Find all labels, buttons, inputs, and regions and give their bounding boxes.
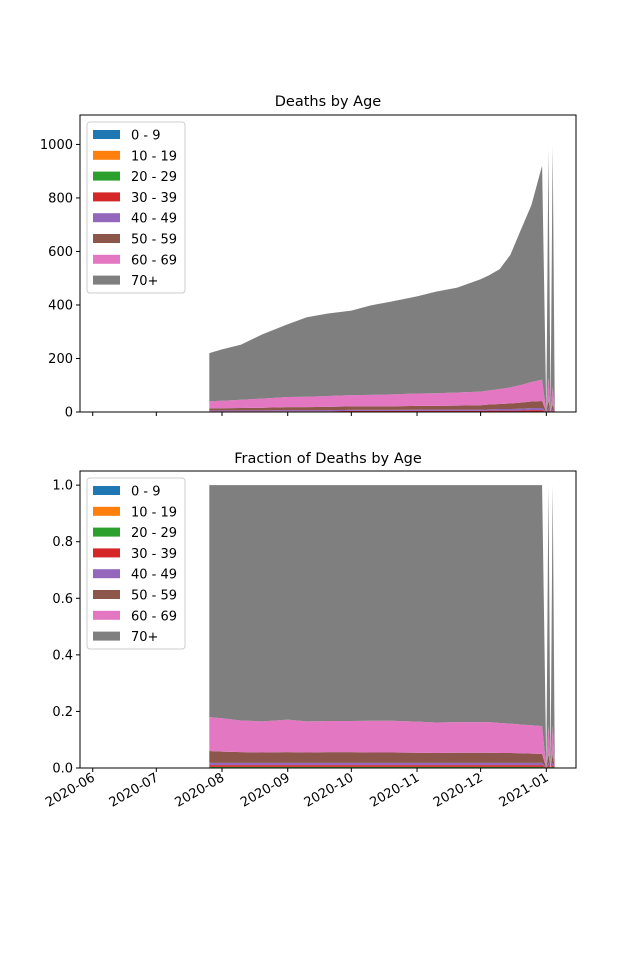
legend: 0 - 9 10 - 19 20 - 29 30 - 39 40 - 49 50 - 59… bbox=[86, 121, 186, 294]
y-tick-label: 0.6 bbox=[52, 592, 73, 607]
legend: 0 - 9 10 - 19 20 - 29 30 - 39 40 - 49 50 - 59… bbox=[86, 477, 186, 650]
area-series-4 bbox=[209, 765, 555, 768]
y-tick-label: 600 bbox=[48, 245, 73, 260]
legend-label: 10 - 19 bbox=[131, 505, 177, 520]
y-tick-label: 400 bbox=[48, 298, 73, 313]
legend-label: 10 - 19 bbox=[131, 149, 177, 164]
chart-fraction-of-deaths-by-age: Fraction of Deaths by Age 0.0 0.2 0.4 0.6 0.… bbox=[43, 451, 577, 811]
legend-label: 30 - 39 bbox=[131, 547, 177, 562]
legend-label: 60 - 69 bbox=[131, 609, 177, 624]
legend-swatch bbox=[93, 213, 120, 223]
plot-frame bbox=[79, 470, 577, 769]
area-series-5 bbox=[209, 762, 555, 768]
chart-deaths-by-age: Deaths by Age 0 200 400 600 800 1000 0 - 9 10 … bbox=[40, 94, 577, 421]
axes: 0 200 400 600 800 1000 bbox=[40, 138, 547, 421]
legend-label: 70+ bbox=[131, 274, 158, 289]
area-series-5 bbox=[209, 407, 555, 412]
legend-label: 40 - 49 bbox=[131, 568, 177, 583]
legend-label: 60 - 69 bbox=[131, 253, 177, 268]
plot-frame bbox=[79, 114, 577, 413]
legend-swatch bbox=[93, 569, 120, 579]
chart-title: Deaths by Age bbox=[275, 94, 382, 110]
legend-swatch bbox=[93, 192, 120, 202]
area-series-8 bbox=[209, 485, 555, 768]
legend-swatch bbox=[93, 590, 120, 599]
y-tick-label: 0.2 bbox=[52, 705, 73, 720]
legend-swatch bbox=[93, 171, 120, 181]
legend-label: 50 - 59 bbox=[131, 233, 177, 248]
y-tick-label: 0.8 bbox=[52, 535, 73, 550]
legend-label: 20 - 29 bbox=[131, 170, 177, 185]
legend-swatch bbox=[93, 130, 120, 139]
legend-swatch bbox=[93, 275, 120, 285]
legend-label: 70+ bbox=[131, 630, 158, 645]
y-tick-label: 800 bbox=[48, 191, 73, 206]
y-tick-label: 200 bbox=[48, 352, 73, 367]
legend-swatch bbox=[93, 150, 120, 160]
area-series-6 bbox=[209, 400, 555, 412]
legend-swatch bbox=[93, 548, 120, 558]
y-tick-label: 1000 bbox=[40, 138, 73, 153]
legend-box bbox=[86, 477, 186, 650]
legend-swatch bbox=[93, 486, 120, 495]
legend-label: 30 - 39 bbox=[131, 191, 177, 206]
legend-swatch bbox=[93, 254, 120, 264]
legend-swatch bbox=[93, 610, 120, 620]
chart-title: Fraction of Deaths by Age bbox=[234, 451, 422, 467]
legend-label: 50 - 59 bbox=[131, 589, 177, 604]
legend-swatch bbox=[93, 631, 120, 641]
y-tick-label: 0.0 bbox=[52, 762, 73, 777]
area-series-6 bbox=[209, 751, 555, 768]
legend-label: 0 - 9 bbox=[131, 129, 161, 144]
stacked-areas bbox=[209, 485, 555, 768]
legend-swatch bbox=[93, 234, 120, 243]
y-tick-label: 0 bbox=[65, 406, 73, 421]
legend-label: 20 - 29 bbox=[131, 526, 177, 541]
y-tick-label: 1.0 bbox=[52, 479, 73, 494]
legend-box bbox=[86, 121, 186, 294]
y-tick-label: 0.4 bbox=[52, 648, 73, 663]
area-series-7 bbox=[209, 717, 555, 768]
legend-label: 0 - 9 bbox=[131, 485, 161, 500]
legend-swatch bbox=[93, 506, 120, 516]
legend-label: 40 - 49 bbox=[131, 212, 177, 227]
area-series-8 bbox=[209, 146, 555, 413]
legend-swatch bbox=[93, 527, 120, 537]
area-series-7 bbox=[209, 377, 555, 412]
